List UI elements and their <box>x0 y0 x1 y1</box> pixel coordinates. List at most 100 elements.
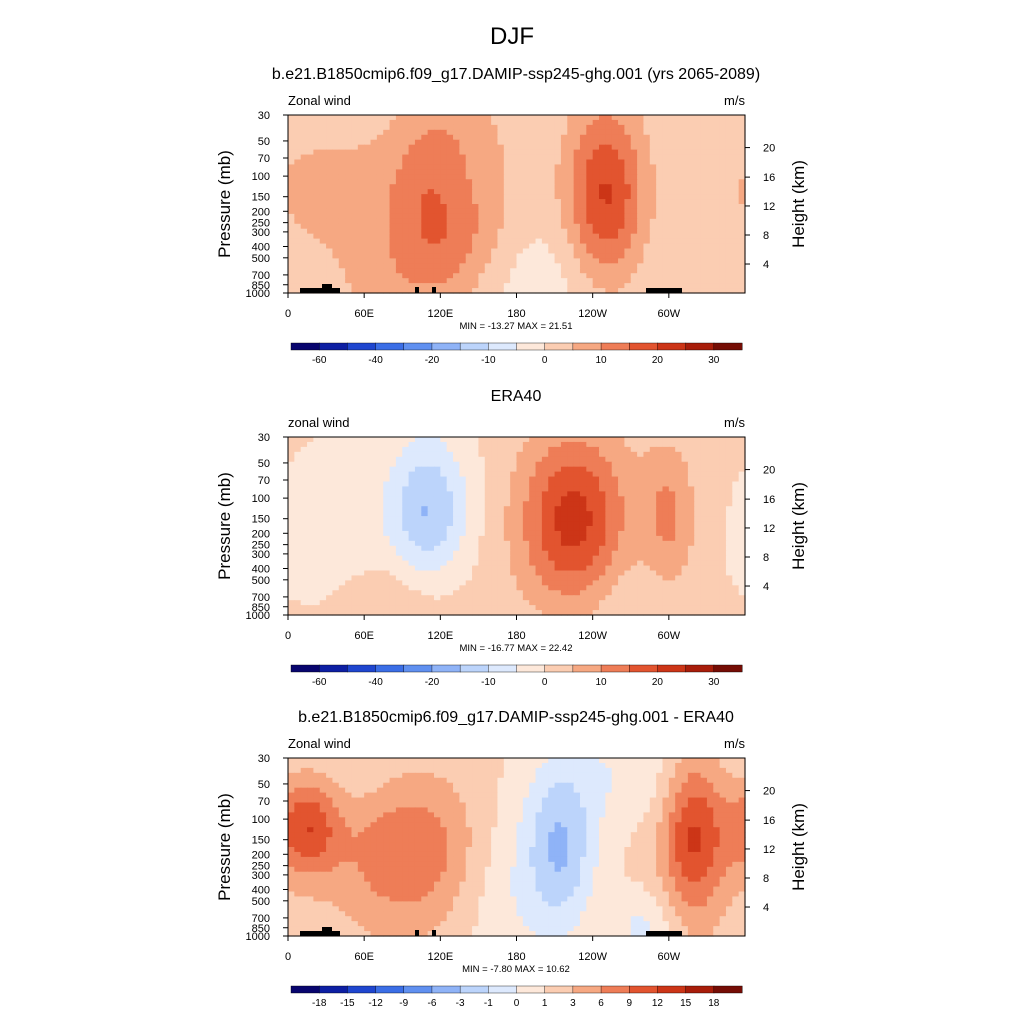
field-cell <box>332 208 340 215</box>
field-cell <box>427 491 435 497</box>
field-cell <box>319 526 327 532</box>
field-cell <box>300 530 308 537</box>
field-cell <box>326 570 334 577</box>
field-cell <box>560 540 568 547</box>
field-cell <box>668 223 676 230</box>
field-cell <box>453 550 460 557</box>
field-cell <box>630 466 638 473</box>
field-cell <box>345 179 353 185</box>
field-cell <box>573 139 581 146</box>
field-cell <box>446 501 454 507</box>
field-cell <box>395 550 403 557</box>
field-cell <box>332 476 340 483</box>
field-cell <box>510 496 518 502</box>
field-cell <box>319 511 327 517</box>
field-cell <box>453 243 460 250</box>
field-cell <box>370 223 378 230</box>
field-cell <box>300 575 308 581</box>
field-cell <box>357 526 365 532</box>
field-cell <box>579 550 587 557</box>
field-cell <box>433 550 441 557</box>
y-tick-label: 200 <box>252 206 270 218</box>
field-cell <box>345 456 353 463</box>
field-cell <box>624 189 632 195</box>
field-cell <box>592 194 600 200</box>
field-cell <box>345 283 353 289</box>
field-cell <box>529 535 537 542</box>
field-cell <box>681 530 689 537</box>
field-cell <box>675 526 683 532</box>
field-cell <box>376 213 384 220</box>
field-cell <box>516 560 524 567</box>
field-cell <box>402 580 410 586</box>
field-cell <box>694 174 702 180</box>
field-cell <box>535 540 543 547</box>
field-cell <box>541 189 549 195</box>
field-cell <box>440 174 448 180</box>
field-cell <box>421 446 429 453</box>
field-cell <box>357 174 365 180</box>
field-cell <box>288 159 295 166</box>
field-cell <box>694 228 702 235</box>
field-cell <box>421 481 429 488</box>
field-cell <box>351 154 359 161</box>
field-cell <box>478 243 486 250</box>
field-cell <box>433 511 441 517</box>
field-cell <box>402 481 410 488</box>
field-cell <box>357 159 365 166</box>
field-cell <box>656 496 664 502</box>
field-cell <box>706 575 714 581</box>
field-cell <box>433 154 441 161</box>
field-cell <box>560 476 568 483</box>
field-cell <box>592 248 600 255</box>
field-cell <box>427 437 435 443</box>
field-cell <box>433 476 441 483</box>
field-cell <box>440 144 448 151</box>
field-cell <box>624 476 632 483</box>
field-cell <box>459 481 467 488</box>
field-cell <box>656 263 664 269</box>
field-cell <box>599 134 606 141</box>
field-cell <box>383 268 391 274</box>
field-cell <box>535 590 543 596</box>
field-cell <box>288 570 295 577</box>
field-cell <box>630 456 638 463</box>
field-cell <box>345 119 353 126</box>
field-cell <box>586 283 594 289</box>
field-cell <box>605 218 613 225</box>
field-cell <box>738 218 746 225</box>
field-cell <box>395 124 403 131</box>
field-cell <box>408 466 416 473</box>
field-cell <box>522 471 530 478</box>
field-cell <box>611 119 619 126</box>
field-cell <box>541 233 549 240</box>
field-cell <box>586 516 594 522</box>
field-cell <box>402 550 410 557</box>
field-cell <box>491 243 499 250</box>
field-cell <box>313 446 321 453</box>
field-cell <box>516 283 524 289</box>
field-cell <box>357 115 365 121</box>
field-cell <box>364 149 372 156</box>
field-cell <box>694 253 702 259</box>
field-cell <box>389 223 397 230</box>
field-cell <box>618 506 626 512</box>
field-cell <box>630 213 638 220</box>
field-cell <box>624 134 632 141</box>
field-cell <box>694 530 702 537</box>
field-cell <box>338 208 346 215</box>
field-cell <box>605 263 613 269</box>
field-cell <box>522 189 530 195</box>
field-cell <box>738 134 746 141</box>
field-cell <box>535 139 543 146</box>
field-cell <box>624 550 632 557</box>
field-cell <box>681 144 689 151</box>
field-cell <box>630 526 638 532</box>
field-cell <box>364 570 372 577</box>
field-cell <box>351 204 359 210</box>
field-cell <box>446 496 454 502</box>
field-cell <box>706 164 714 170</box>
field-cell <box>383 526 391 532</box>
field-cell <box>338 154 346 161</box>
field-cell <box>719 184 727 190</box>
